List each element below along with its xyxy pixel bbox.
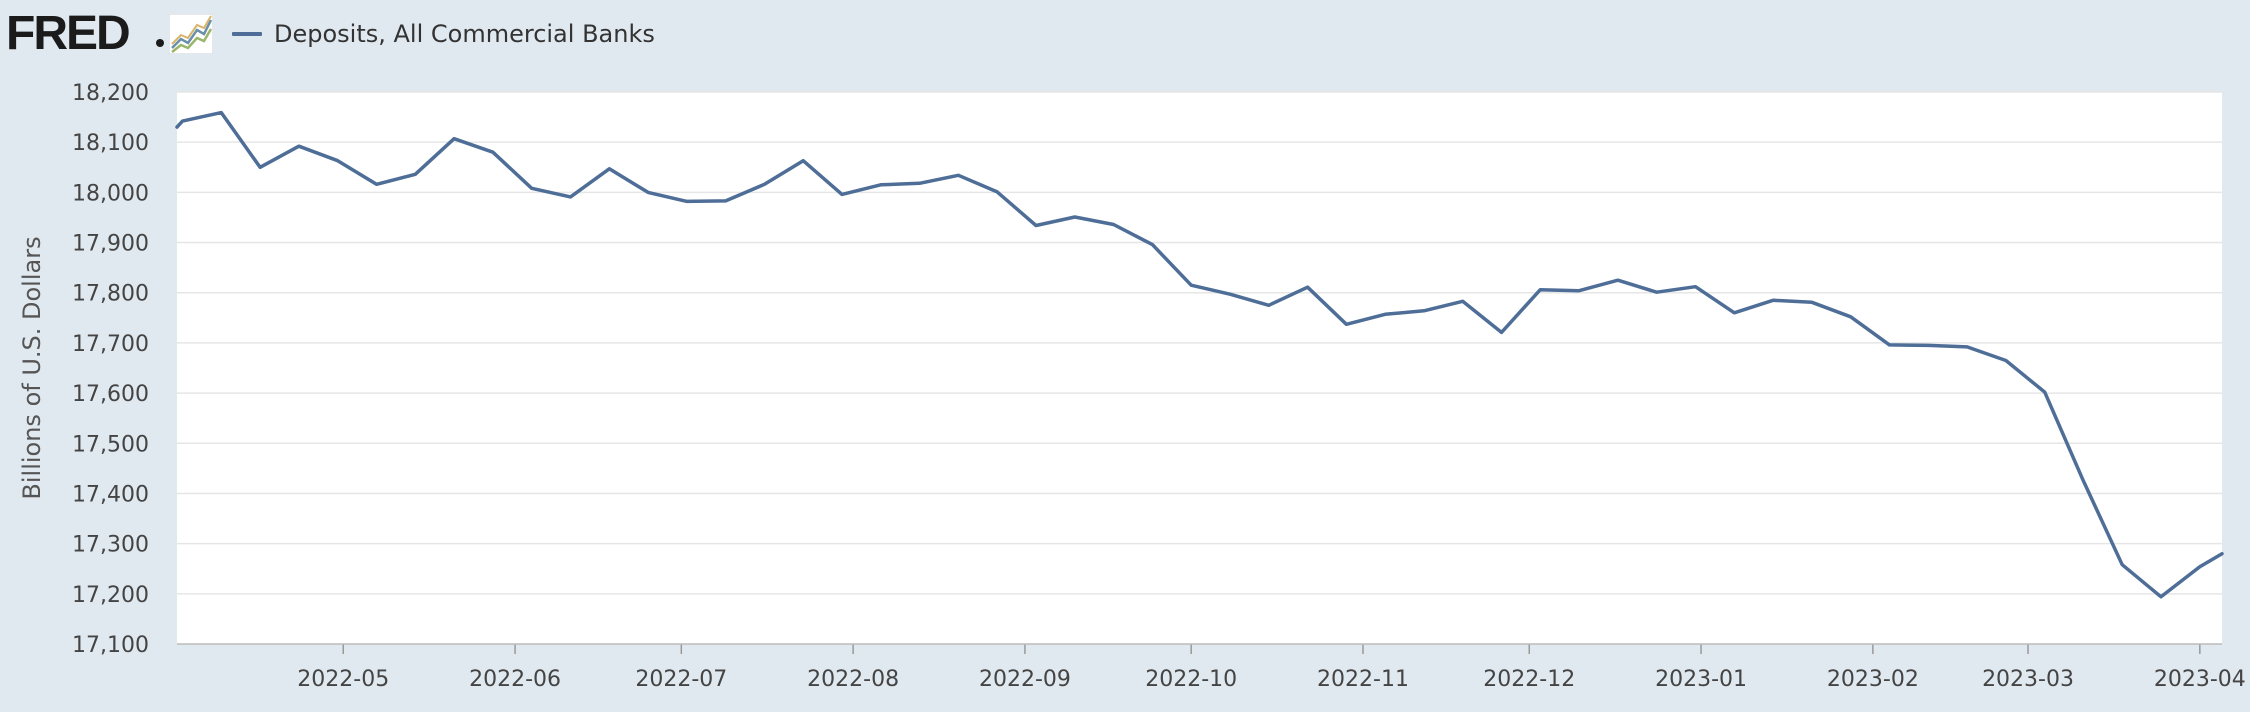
y-tick-label: 17,600 <box>72 382 149 407</box>
data-point[interactable] <box>568 194 574 200</box>
x-tick-label: 2022-07 <box>635 667 727 692</box>
fred-graph-icon <box>169 14 213 54</box>
y-tick-label: 18,000 <box>72 181 149 206</box>
data-point[interactable] <box>1693 284 1699 290</box>
data-point[interactable] <box>2003 358 2009 364</box>
data-point[interactable] <box>2219 551 2225 557</box>
x-tick-label: 2022-09 <box>979 667 1071 692</box>
data-point[interactable] <box>839 191 845 197</box>
data-point[interactable] <box>1964 344 1970 350</box>
data-point[interactable] <box>374 181 380 187</box>
y-tick-label: 18,200 <box>72 81 149 106</box>
x-axis-ticks: 2022-05 2022-06 2022-07 2022-08 2022-09 2022-… <box>297 644 2246 692</box>
series-layer <box>174 110 2225 600</box>
data-point[interactable] <box>1576 288 1582 294</box>
chart-legend[interactable]: Deposits, All Commercial Banks <box>232 14 655 54</box>
data-point[interactable] <box>335 158 341 164</box>
fred-logo[interactable]: FRED <box>6 7 131 60</box>
data-point[interactable] <box>1382 311 1388 317</box>
data-point[interactable] <box>917 180 923 186</box>
y-tick-label: 18,100 <box>72 131 149 156</box>
data-point[interactable] <box>1421 308 1427 314</box>
chart-header: FRED Deposits, All Commercial Banks <box>0 0 2250 64</box>
data-point[interactable] <box>762 181 768 187</box>
data-point[interactable] <box>606 166 612 172</box>
data-point[interactable] <box>2197 564 2203 570</box>
data-point[interactable] <box>180 118 186 124</box>
y-axis-label: Billions of U.S. Dollars <box>18 236 46 499</box>
x-tick-label: 2022-10 <box>1145 667 1237 692</box>
legend-swatch <box>232 32 262 36</box>
data-point[interactable] <box>1072 214 1078 220</box>
data-point[interactable] <box>1770 297 1776 303</box>
data-point[interactable] <box>174 124 180 130</box>
data-point[interactable] <box>490 149 496 155</box>
x-tick-label: 2022-05 <box>297 667 389 692</box>
plot-area <box>177 92 2222 644</box>
grid-lines <box>177 91 2222 595</box>
x-tick-label: 2022-08 <box>807 667 899 692</box>
data-point[interactable] <box>1654 289 1660 295</box>
x-tick-label: 2023-04 <box>2154 667 2246 692</box>
data-point[interactable] <box>1149 242 1155 248</box>
data-point[interactable] <box>1887 342 1893 348</box>
data-point[interactable] <box>529 185 535 191</box>
data-point[interactable] <box>1731 310 1737 316</box>
y-tick-label: 17,800 <box>72 282 149 307</box>
data-point[interactable] <box>218 110 224 116</box>
data-point[interactable] <box>1460 298 1466 304</box>
data-point[interactable] <box>1848 314 1854 320</box>
data-point[interactable] <box>1033 223 1039 229</box>
data-point[interactable] <box>1925 342 1931 348</box>
data-point[interactable] <box>1188 282 1194 288</box>
data-point[interactable] <box>1499 329 1505 335</box>
data-point[interactable] <box>296 143 302 149</box>
y-tick-label: 17,500 <box>72 432 149 457</box>
data-point[interactable] <box>451 136 457 142</box>
y-tick-label: 17,100 <box>72 633 149 658</box>
data-point[interactable] <box>684 198 690 204</box>
data-point[interactable] <box>1537 287 1543 293</box>
legend-label: Deposits, All Commercial Banks <box>274 20 655 48</box>
data-point[interactable] <box>645 189 651 195</box>
data-point[interactable] <box>2119 562 2125 568</box>
data-point[interactable] <box>412 171 418 177</box>
x-tick-label: 2022-11 <box>1317 667 1409 692</box>
x-tick-label: 2023-01 <box>1655 667 1747 692</box>
data-point[interactable] <box>1615 277 1621 283</box>
series-line[interactable] <box>175 110 2224 599</box>
data-point[interactable] <box>994 189 1000 195</box>
data-point[interactable] <box>1111 222 1117 228</box>
data-point[interactable] <box>2158 594 2164 600</box>
data-point[interactable] <box>1305 284 1311 290</box>
x-tick-label: 2022-12 <box>1483 667 1575 692</box>
data-point[interactable] <box>257 164 263 170</box>
y-tick-label: 17,400 <box>72 482 149 507</box>
data-point[interactable] <box>1227 291 1233 297</box>
y-tick-label: 17,900 <box>72 232 149 257</box>
y-tick-label: 17,700 <box>72 332 149 357</box>
data-point[interactable] <box>1809 299 1815 305</box>
logo-registered-mark <box>156 39 164 47</box>
y-tick-label: 17,200 <box>72 583 149 608</box>
x-tick-label: 2023-02 <box>1827 667 1919 692</box>
x-tick-label: 2023-03 <box>1982 667 2074 692</box>
y-axis-ticks: 17,100 17,200 17,300 17,400 17,500 17,600 17,7… <box>72 81 149 658</box>
x-tick-label: 2022-06 <box>469 667 561 692</box>
data-point[interactable] <box>1343 321 1349 327</box>
data-point[interactable] <box>2042 389 2048 395</box>
y-tick-label: 17,300 <box>72 533 149 558</box>
data-point[interactable] <box>2080 478 2086 484</box>
data-point[interactable] <box>955 172 961 178</box>
data-point[interactable] <box>878 182 884 188</box>
data-point[interactable] <box>1266 302 1272 308</box>
data-point[interactable] <box>800 158 806 164</box>
data-point[interactable] <box>723 198 729 204</box>
